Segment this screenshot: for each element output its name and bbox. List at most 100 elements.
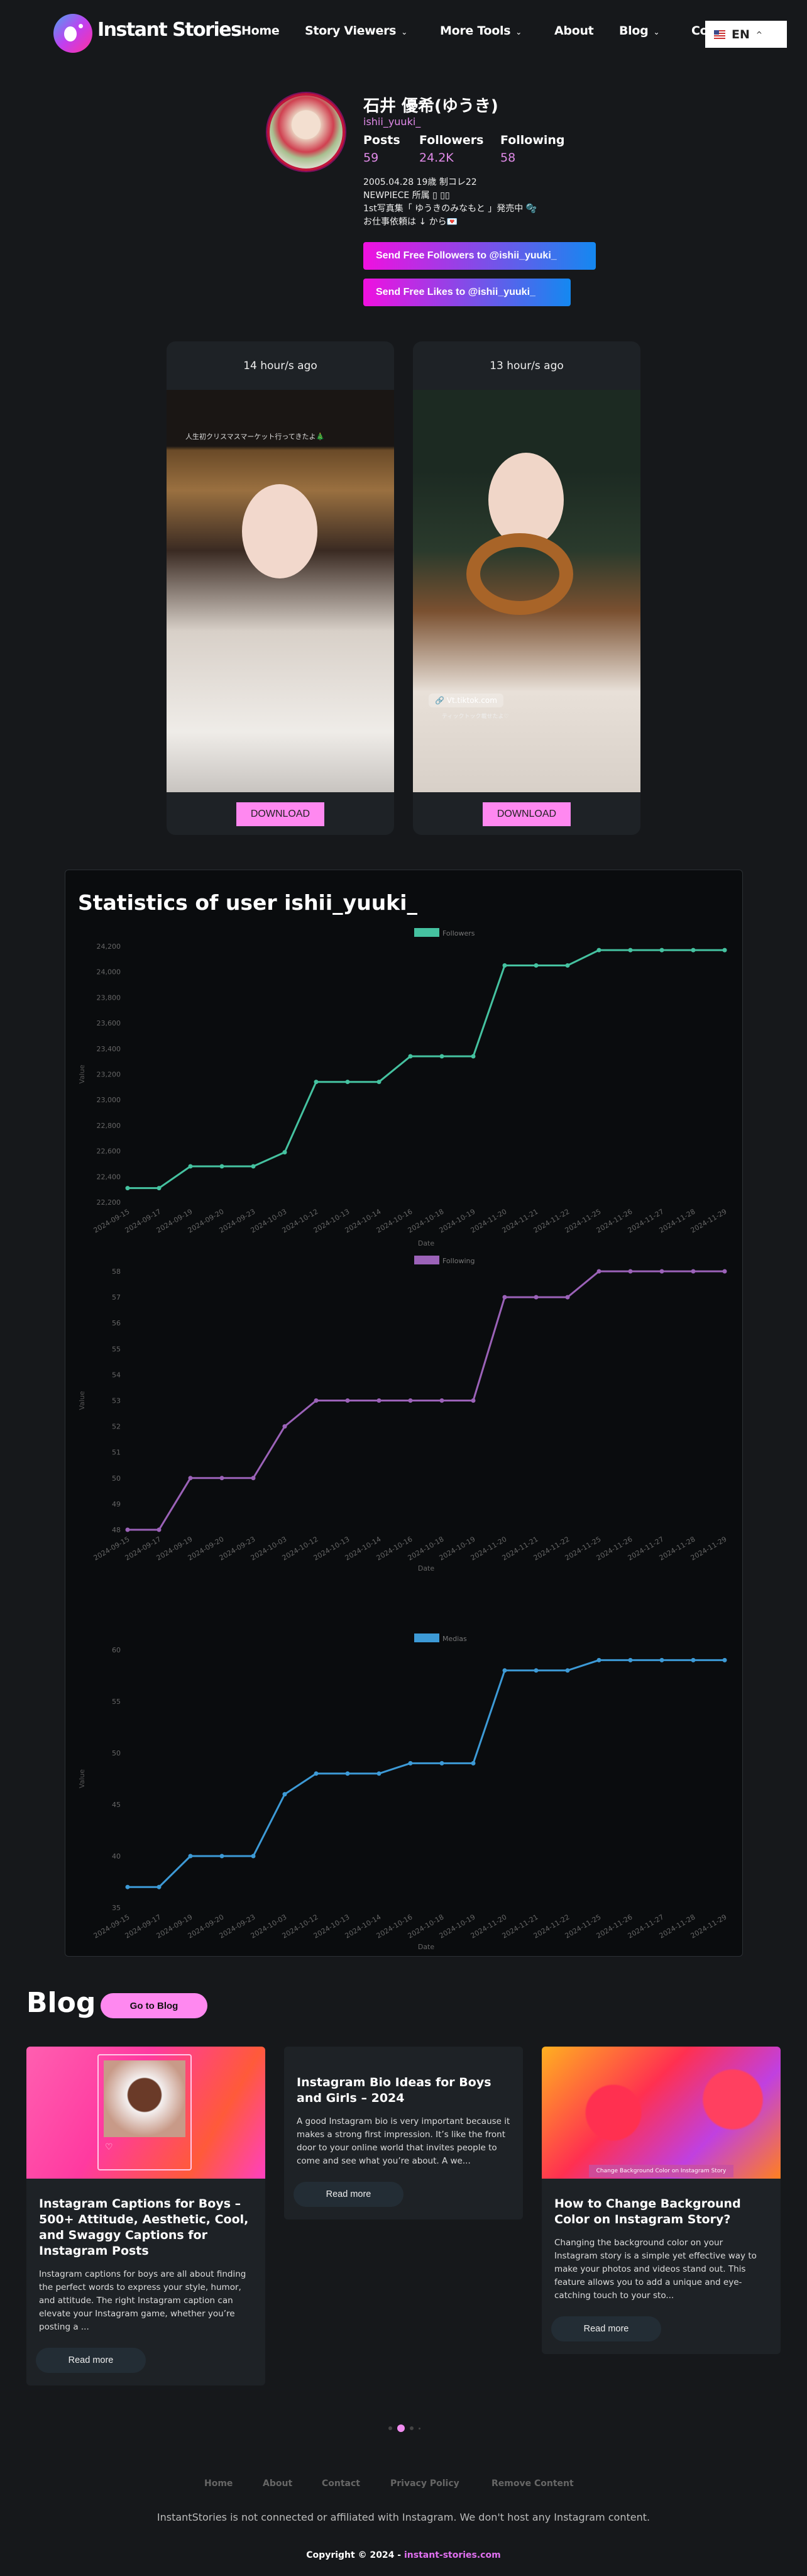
y-tick-label: 49 <box>112 1500 121 1508</box>
read-more-button[interactable]: Read more <box>551 2316 661 2341</box>
data-point <box>282 1424 287 1429</box>
logo-icon[interactable] <box>53 14 92 53</box>
footer-disclaimer: InstantStories is not connected or affil… <box>156 2511 651 2523</box>
blog-title[interactable]: How to Change Background Color on Instag… <box>554 2197 741 2226</box>
avatar <box>267 93 345 171</box>
send-likes-button[interactable]: Send Free Likes to @ishii_yuuki_ <box>363 279 571 306</box>
followers-label: Followers <box>419 133 484 147</box>
y-tick-label: 58 <box>112 1268 121 1276</box>
story-time: 13 hour/s ago <box>490 359 564 372</box>
y-tick-label: 22,400 <box>97 1173 121 1181</box>
story-card: 14 hour/s ago 人生初クリスマスマーケット行ってきたよ🎄 DOWNL… <box>167 341 394 835</box>
download-button[interactable]: DOWNLOAD <box>236 802 324 826</box>
y-tick-label: 35 <box>112 1904 121 1912</box>
posts-value: 59 <box>363 151 379 165</box>
footer-link-about[interactable]: About <box>263 2479 293 2489</box>
language-selector[interactable]: EN ^ <box>705 21 787 48</box>
data-point <box>156 1186 162 1191</box>
blog-excerpt: Instagram captions for boys are all abou… <box>39 2269 246 2332</box>
chevron-down-icon: ⌄ <box>515 28 522 36</box>
y-tick-label: 45 <box>112 1801 121 1809</box>
nav-about[interactable]: About <box>554 24 594 38</box>
posts-label: Posts <box>363 133 400 147</box>
data-point <box>439 1761 444 1766</box>
followers-value: 24.2K <box>419 151 454 165</box>
nav-home[interactable]: Home <box>241 24 280 38</box>
data-point <box>596 948 601 953</box>
read-more-button[interactable]: Read more <box>294 2182 404 2207</box>
profile-bio: 2005.04.28 19歳 制コレ22 NEWPIECE 所属 ▯ ▯▯ 1s… <box>363 176 537 229</box>
carousel-dot[interactable] <box>419 2427 420 2430</box>
data-point <box>282 1792 287 1797</box>
data-point <box>376 1398 382 1403</box>
data-point <box>659 1657 664 1662</box>
nav-label: Story Viewers <box>305 24 397 38</box>
y-tick-label: 23,600 <box>97 1019 121 1027</box>
data-point <box>659 1269 664 1274</box>
data-point <box>376 1080 382 1085</box>
legend-swatch <box>414 928 439 937</box>
y-tick-label: 57 <box>112 1293 121 1302</box>
data-point <box>628 1269 633 1274</box>
x-axis-label: Date <box>418 1239 435 1247</box>
series-line <box>128 1659 725 1888</box>
logo-text[interactable]: Instant Stories <box>97 19 242 41</box>
bio-line: 1st写真集「 ゆうきのみなもと 」発売中 🫧 <box>363 204 537 214</box>
carousel-dot-active[interactable] <box>397 2424 405 2432</box>
footer-link-remove-content[interactable]: Remove Content <box>491 2479 574 2489</box>
statistics-title: Statistics of user ishii_yuuki_ <box>78 890 417 915</box>
x-axis-label: Date <box>418 1943 435 1951</box>
y-tick-label: 23,000 <box>97 1096 121 1104</box>
blog-image: Change Background Color on Instagram Sto… <box>542 2047 781 2179</box>
data-point <box>565 1295 570 1300</box>
nav-contact[interactable]: Co <box>691 24 708 38</box>
data-point <box>188 1164 193 1169</box>
data-point <box>722 948 727 953</box>
data-point <box>565 963 570 968</box>
footer-link-privacy[interactable]: Privacy Policy <box>390 2479 459 2489</box>
y-tick-label: 55 <box>112 1698 121 1706</box>
following-label: Following <box>500 133 565 147</box>
data-point <box>251 1854 256 1859</box>
carousel-dot[interactable] <box>388 2426 392 2430</box>
data-point <box>125 1527 130 1532</box>
blog-title[interactable]: Instagram Bio Ideas for Boys and Girls –… <box>297 2076 491 2105</box>
y-tick-label: 22,600 <box>97 1147 121 1156</box>
data-point <box>345 1398 350 1403</box>
legend-label: Medias <box>442 1635 467 1643</box>
y-tick-label: 50 <box>112 1749 121 1757</box>
data-point <box>691 1269 696 1274</box>
bio-line: お仕事依頼は ↓ から💌 <box>363 217 458 227</box>
data-point <box>534 1668 539 1673</box>
carousel-dot[interactable] <box>410 2426 414 2430</box>
download-button[interactable]: DOWNLOAD <box>483 802 571 826</box>
data-point <box>408 1761 413 1766</box>
story-link-sticker[interactable]: 🔗 Vt.tiktok.com <box>429 694 503 707</box>
data-point <box>376 1771 382 1776</box>
site-link[interactable]: instant-stories.com <box>404 2550 501 2560</box>
blog-card[interactable]: Instagram Bio Ideas for Boys and Girls –… <box>284 2047 523 2219</box>
legend-swatch <box>414 1256 439 1264</box>
us-flag-icon <box>714 30 725 39</box>
footer-link-contact[interactable]: Contact <box>322 2479 360 2489</box>
blog-card[interactable]: ♡ Instagram Captions for Boys – 500+ Att… <box>26 2047 265 2385</box>
data-point <box>314 1771 319 1776</box>
nav-story-viewers[interactable]: Story Viewers ⌄ <box>305 24 407 38</box>
y-axis-label: Value <box>78 1391 86 1410</box>
data-point <box>596 1657 601 1662</box>
x-axis-label: Date <box>418 1564 435 1573</box>
heart-icon: ♡ <box>105 2142 113 2152</box>
blog-title[interactable]: Instagram Captions for Boys – 500+ Attit… <box>39 2197 249 2258</box>
link-text: Vt.tiktok.com <box>446 696 497 705</box>
read-more-button[interactable]: Read more <box>36 2348 146 2373</box>
data-point <box>345 1771 350 1776</box>
go-to-blog-button[interactable]: Go to Blog <box>101 1993 207 2018</box>
blog-card[interactable]: Change Background Color on Instagram Sto… <box>542 2047 781 2354</box>
nav-blog[interactable]: Blog ⌄ <box>619 24 660 38</box>
footer-link-home[interactable]: Home <box>204 2479 233 2489</box>
send-followers-button[interactable]: Send Free Followers to @ishii_yuuki_ <box>363 242 596 270</box>
y-tick-label: 56 <box>112 1319 121 1327</box>
nav-more-tools[interactable]: More Tools ⌄ <box>440 24 522 38</box>
blog-excerpt: A good Instagram bio is very important b… <box>297 2116 510 2166</box>
data-point <box>314 1080 319 1085</box>
